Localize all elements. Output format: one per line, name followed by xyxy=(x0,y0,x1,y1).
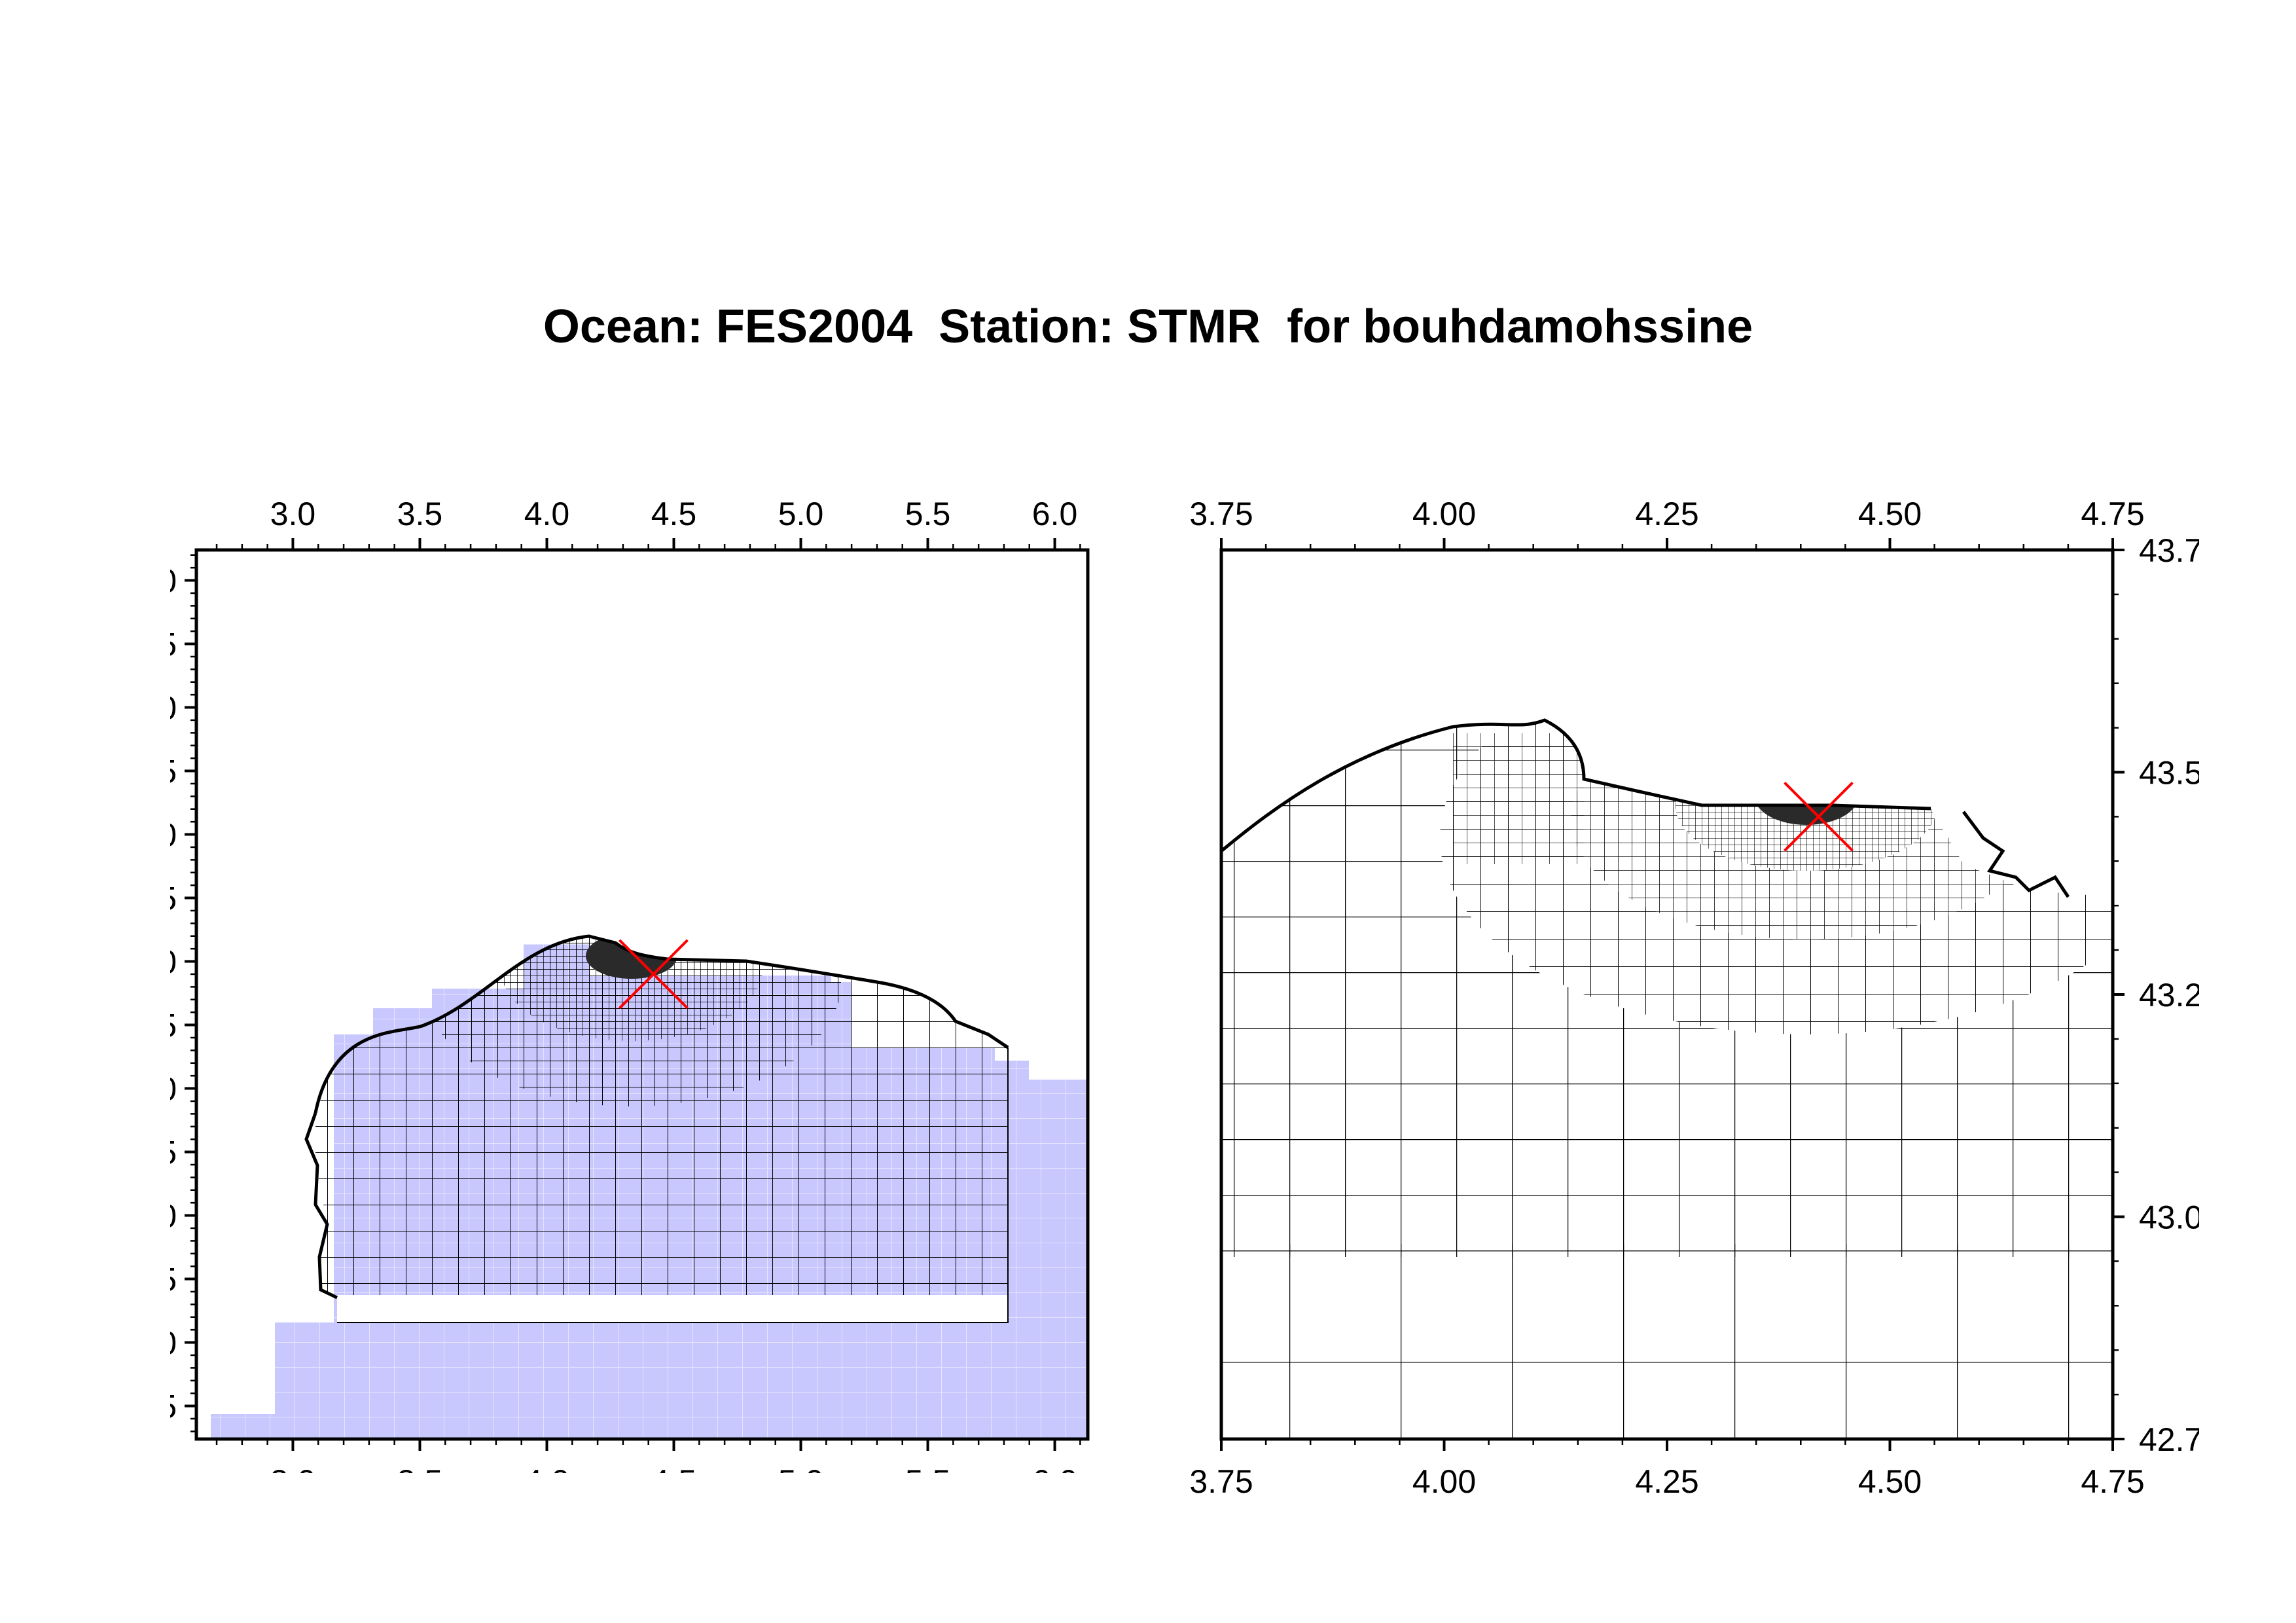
station-marker xyxy=(619,939,689,1010)
coastline xyxy=(314,934,1009,1114)
x-tick-label: 6.0 xyxy=(1032,496,1078,532)
axis-labels: 3.0 3.0 3.5 3.5 4.0 4.0 4.5 4.5 5.0 5.0 5.5 5.5 6.0 6… xyxy=(170,496,1077,1473)
x-tick-label: 6.0 xyxy=(1032,1463,1078,1473)
model-mesh xyxy=(1221,720,2113,1439)
y-tick-label: 44.50 xyxy=(170,690,177,727)
x-tick-label: 4.50 xyxy=(1858,496,1922,532)
x-tick-label: 4.75 xyxy=(2081,1463,2144,1500)
overview-map: 3.0 3.0 3.5 3.5 4.0 4.0 4.5 4.5 5.0 5.0 5.5 5.5 6.0 6… xyxy=(170,496,1090,1473)
zoom-map: 3.75 3.75 4.00 4.00 4.25 4.25 4.50 4.50 4.75 4.75… xyxy=(1189,496,2199,1500)
x-tick-label: 4.5 xyxy=(651,1463,697,1473)
x-tick-label: 4.25 xyxy=(1635,1463,1698,1500)
x-tick-label: 4.25 xyxy=(1635,496,1698,532)
axis-labels: 3.75 3.75 4.00 4.00 4.25 4.25 4.50 4.50 4.75 4.75… xyxy=(1189,496,2199,1500)
x-tick-label: 3.0 xyxy=(270,496,316,532)
y-tick-label: 44.75 xyxy=(170,627,177,663)
coastline xyxy=(1220,718,1931,852)
y-tick-label: 42.50 xyxy=(170,1198,177,1235)
x-tick-label: 4.0 xyxy=(524,496,570,532)
y-tick-label: 43.50 xyxy=(170,944,177,981)
y-tick-label: 42.75 xyxy=(170,1135,177,1171)
y-tick-label: 45.00 xyxy=(170,563,177,600)
x-tick-label: 4.00 xyxy=(1412,496,1476,532)
y-tick-label: 44.00 xyxy=(170,817,177,854)
x-tick-label: 4.0 xyxy=(524,1463,570,1473)
y-tick-label: 43.00 xyxy=(2139,1199,2199,1236)
x-tick-label: 5.5 xyxy=(905,1463,951,1473)
axis-ticks xyxy=(185,538,1081,1451)
model-mesh xyxy=(315,936,1008,1322)
y-tick-label: 43.50 xyxy=(2139,755,2199,792)
station-marker xyxy=(1784,781,1854,852)
x-tick-label: 5.0 xyxy=(778,496,824,532)
x-tick-label: 4.50 xyxy=(1858,1463,1922,1500)
y-tick-label: 43.00 xyxy=(170,1071,177,1108)
x-tick-label: 4.00 xyxy=(1412,1463,1476,1500)
x-tick-label: 3.0 xyxy=(270,1463,316,1473)
y-tick-label: 43.75 xyxy=(170,881,177,917)
axis-ticks xyxy=(1220,538,2125,1451)
y-tick-label: 42.25 xyxy=(170,1262,177,1298)
y-tick-label: 41.75 xyxy=(170,1389,177,1425)
x-tick-label: 3.75 xyxy=(1189,496,1253,532)
x-tick-label: 4.75 xyxy=(2081,496,2144,532)
y-tick-label: 42.75 xyxy=(2139,1421,2199,1458)
map-frame xyxy=(194,548,1090,1441)
figure-title: Ocean: FES2004 Station: STMR for bouhdam… xyxy=(543,301,1753,353)
x-tick-label: 3.5 xyxy=(397,496,443,532)
y-tick-label: 43.75 xyxy=(2139,532,2199,569)
y-tick-label: 44.25 xyxy=(170,754,177,790)
dense-mesh-core xyxy=(1754,766,1859,825)
x-tick-label: 3.5 xyxy=(397,1463,443,1473)
y-tick-label: 42.00 xyxy=(170,1325,177,1362)
x-tick-label: 5.5 xyxy=(905,496,951,532)
x-tick-label: 3.75 xyxy=(1189,1463,1253,1500)
x-tick-label: 4.5 xyxy=(651,496,697,532)
y-tick-label: 43.25 xyxy=(2139,977,2199,1013)
x-tick-label: 5.0 xyxy=(778,1463,824,1473)
y-tick-label: 43.25 xyxy=(170,1008,177,1044)
